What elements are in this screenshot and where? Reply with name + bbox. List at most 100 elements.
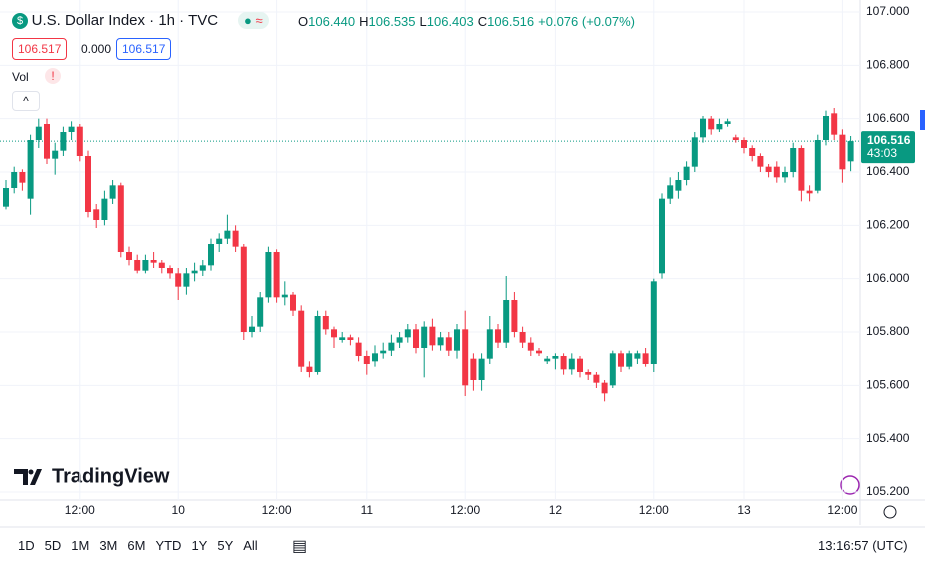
candle-body	[183, 273, 190, 287]
candle-body	[650, 281, 657, 364]
candle-body	[437, 337, 444, 346]
candle-body	[142, 260, 149, 271]
candle-body	[273, 252, 280, 298]
candle-body	[52, 150, 59, 159]
date-range-icon[interactable]: ▤	[292, 538, 308, 555]
y-tick-label: 106.200	[866, 218, 910, 232]
range-button[interactable]: 5Y	[217, 538, 234, 553]
candle-body	[224, 230, 231, 239]
candle-body	[281, 294, 288, 298]
settings-icon[interactable]	[883, 505, 897, 519]
candle-body	[749, 148, 756, 156]
candle-body	[11, 172, 18, 188]
plot: 107.000 106.800 106.600 106.400 106.200 106.0…	[0, 0, 915, 517]
range-button[interactable]: All	[243, 538, 258, 553]
change: +0.076 (+0.07%)	[538, 14, 635, 29]
candle-body	[134, 260, 141, 271]
x-tick-label: 12:00	[450, 503, 480, 517]
candle-body	[577, 358, 583, 372]
status-pill[interactable]: ● ≈	[238, 12, 269, 29]
candle-body	[700, 118, 706, 138]
x-tick-label: 12:00	[827, 503, 857, 517]
range-button[interactable]: 1Y	[191, 538, 208, 553]
candle-body	[486, 329, 493, 359]
ohlc-value: 106.440	[308, 14, 356, 29]
candle-body	[823, 116, 829, 140]
candle-body	[339, 337, 346, 340]
y-tick-label: 106.800	[866, 58, 910, 72]
candle-body	[773, 166, 780, 178]
candle-body	[814, 140, 821, 191]
alert-icon[interactable]	[840, 475, 860, 495]
range-button[interactable]: 3M	[99, 538, 118, 553]
candle-body	[782, 172, 788, 178]
candle-body	[503, 300, 510, 343]
y-tick-label: 105.200	[866, 484, 910, 498]
symbol-header: $ U.S. Dollar Index · 1h · TVC	[12, 12, 218, 29]
candle-body	[568, 358, 575, 370]
candle-body	[593, 374, 600, 383]
candle-body	[741, 140, 747, 148]
range-button[interactable]: YTD	[155, 538, 182, 553]
candle-body	[716, 124, 723, 130]
candle-body	[659, 198, 665, 274]
candle-body	[199, 265, 206, 271]
warning-icon[interactable]: !	[45, 68, 61, 84]
candle-body	[3, 188, 9, 207]
candle-body	[667, 185, 674, 199]
candle-body	[314, 316, 321, 372]
candle-body	[462, 329, 469, 386]
candle-body	[208, 244, 214, 266]
candle-body	[732, 137, 739, 140]
candle-body	[798, 148, 805, 191]
collapse-button[interactable]: ^	[12, 91, 40, 111]
ohlc-value: 106.516	[487, 14, 535, 29]
candle-body	[470, 358, 477, 380]
candle-body	[585, 372, 592, 375]
bid[interactable]: 106.517	[12, 38, 68, 60]
candle-body	[290, 294, 296, 311]
range-button[interactable]: 6M	[127, 538, 146, 553]
range-button[interactable]: 1D	[18, 538, 35, 553]
x-tick-label: 12:00	[65, 503, 95, 517]
candle-body	[560, 356, 567, 370]
candle-body	[527, 342, 534, 351]
candle-body	[618, 353, 624, 367]
ohlc-value: 106.535	[368, 14, 416, 29]
candle-body	[363, 356, 370, 364]
candle-body	[27, 140, 34, 199]
candle-body	[609, 353, 616, 386]
y-tick-label: 106.400	[866, 164, 910, 178]
candle-body	[380, 350, 387, 354]
candle-body	[232, 230, 239, 247]
candle-body	[347, 337, 354, 340]
candle-body	[44, 124, 50, 159]
scroll-marker	[920, 110, 925, 130]
ask[interactable]: 106.517	[116, 38, 172, 60]
candle-body	[675, 180, 682, 191]
candle-body	[19, 172, 26, 183]
candle-body	[158, 262, 165, 268]
y-tick-label: 106.600	[866, 111, 910, 125]
range-button[interactable]: 5D	[44, 538, 62, 553]
candle-body	[35, 126, 42, 140]
candle-body	[101, 198, 108, 220]
candle-body	[85, 156, 91, 212]
candle-body	[454, 329, 460, 351]
volume-label: Vol	[12, 70, 29, 84]
range-button[interactable]: 1M	[71, 538, 90, 553]
candle-body	[265, 252, 272, 298]
ohlc-value: 106.403	[426, 14, 474, 29]
last-price-label: 106.516	[867, 133, 911, 147]
candle-body	[536, 350, 542, 354]
candle-body	[60, 132, 67, 151]
candle-body	[724, 121, 731, 124]
candle-body	[150, 260, 157, 263]
ohlc-key: L	[419, 14, 427, 29]
candle-body	[626, 353, 633, 367]
candle-body	[322, 316, 329, 330]
y-tick-label: 105.600	[866, 378, 910, 392]
candle-body	[175, 273, 182, 287]
candle-body	[839, 134, 846, 170]
